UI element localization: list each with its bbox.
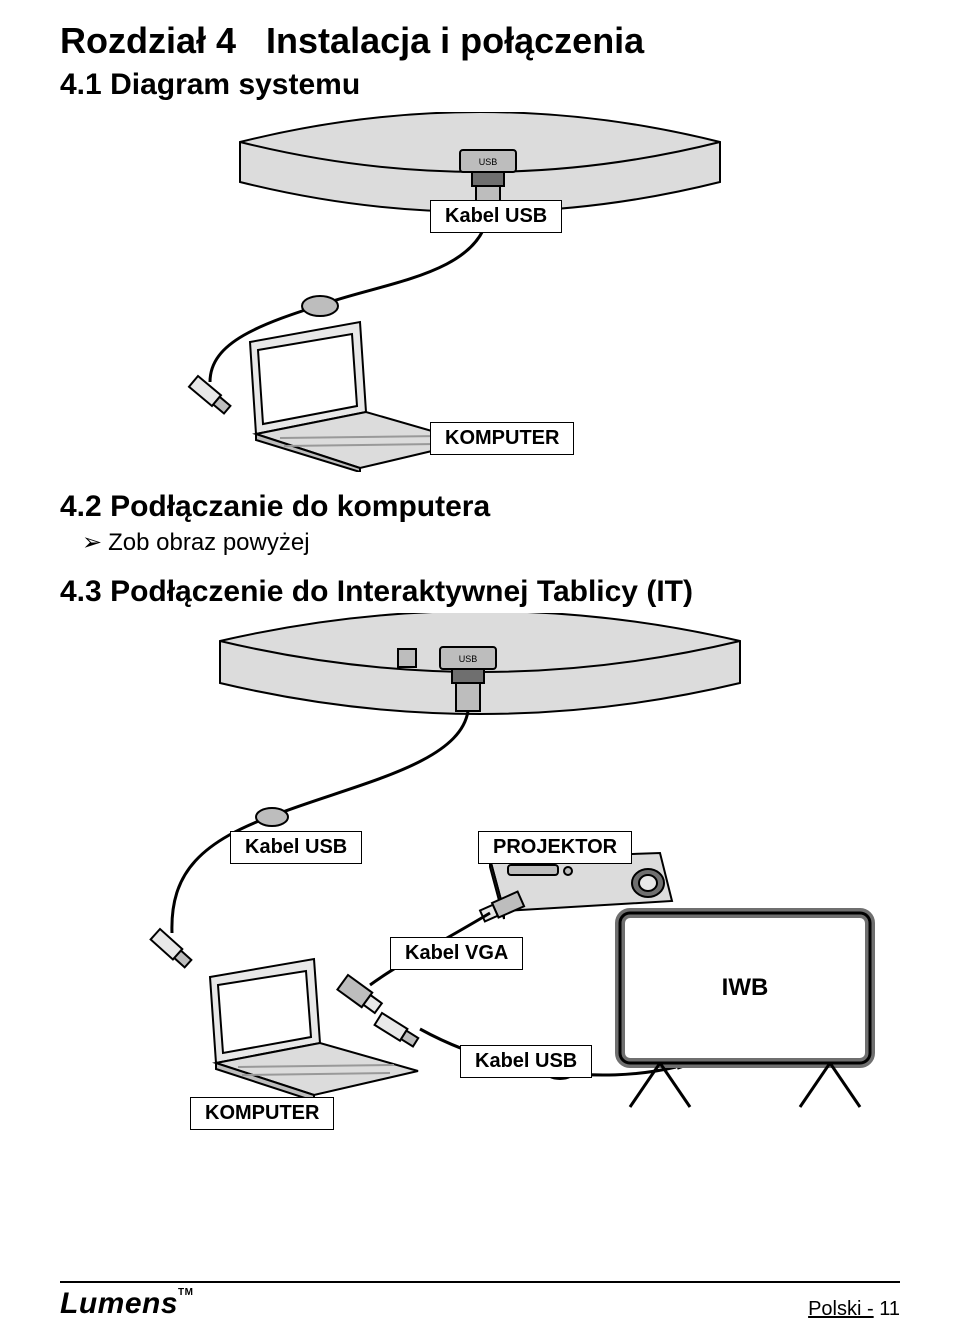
label-computer-2: KOMPUTER [190, 1097, 334, 1130]
logo: LumensTM [60, 1287, 193, 1321]
chapter-title-text: Instalacja i połączenia [266, 20, 644, 61]
svg-text:USB: USB [459, 654, 478, 664]
iwb-text: IWB [722, 974, 769, 1001]
page-label: Polski - [808, 1298, 874, 1320]
label-projector: PROJEKTOR [478, 831, 632, 864]
chapter-label: Rozdział 4 [60, 20, 236, 61]
section-4-2-number: 4.2 [60, 490, 102, 523]
diagram-1-svg: USB [60, 112, 900, 472]
bullet-arrow-icon: ➢ [82, 528, 102, 557]
page-number-value: 11 [879, 1298, 900, 1320]
page-footer: LumensTM Polski - 11 [60, 1281, 900, 1321]
section-4-2-bullet: ➢Zob obraz powyżej [82, 528, 900, 557]
label-usb-cable-1: Kabel USB [430, 200, 562, 233]
section-4-2-bullet-text: Zob obraz powyżej [108, 529, 309, 556]
section-4-1-title: Diagram systemu [110, 68, 360, 101]
section-4-1-number: 4.1 [60, 68, 102, 101]
section-4-3-title: Podłączenie do Interaktywnej Tablicy (IT… [110, 575, 693, 608]
label-usb-cable-2: Kabel USB [230, 831, 362, 864]
section-4-3-heading: 4.3 Podłączenie do Interaktywnej Tablicy… [60, 575, 900, 609]
svg-text:USB: USB [479, 157, 498, 167]
page-number: Polski - 11 [808, 1298, 900, 1321]
logo-text: Lumens [60, 1287, 178, 1320]
chapter-heading: Rozdział 4 Instalacja i połączenia [60, 20, 900, 62]
label-usb-cable-3: Kabel USB [460, 1045, 592, 1078]
section-4-3-number: 4.3 [60, 575, 102, 608]
section-4-1-heading: 4.1 Diagram systemu [60, 68, 900, 102]
diagram-system: USB Kabel USB [60, 112, 900, 472]
logo-tm: TM [178, 1287, 193, 1298]
diagram-iwb: USB [60, 613, 900, 1113]
section-4-2-title: Podłączanie do komputera [110, 490, 490, 523]
label-computer-1: KOMPUTER [430, 422, 574, 455]
label-vga-cable: Kabel VGA [390, 937, 523, 970]
section-4-2-heading: 4.2 Podłączanie do komputera [60, 490, 900, 524]
footer-divider [60, 1281, 900, 1283]
